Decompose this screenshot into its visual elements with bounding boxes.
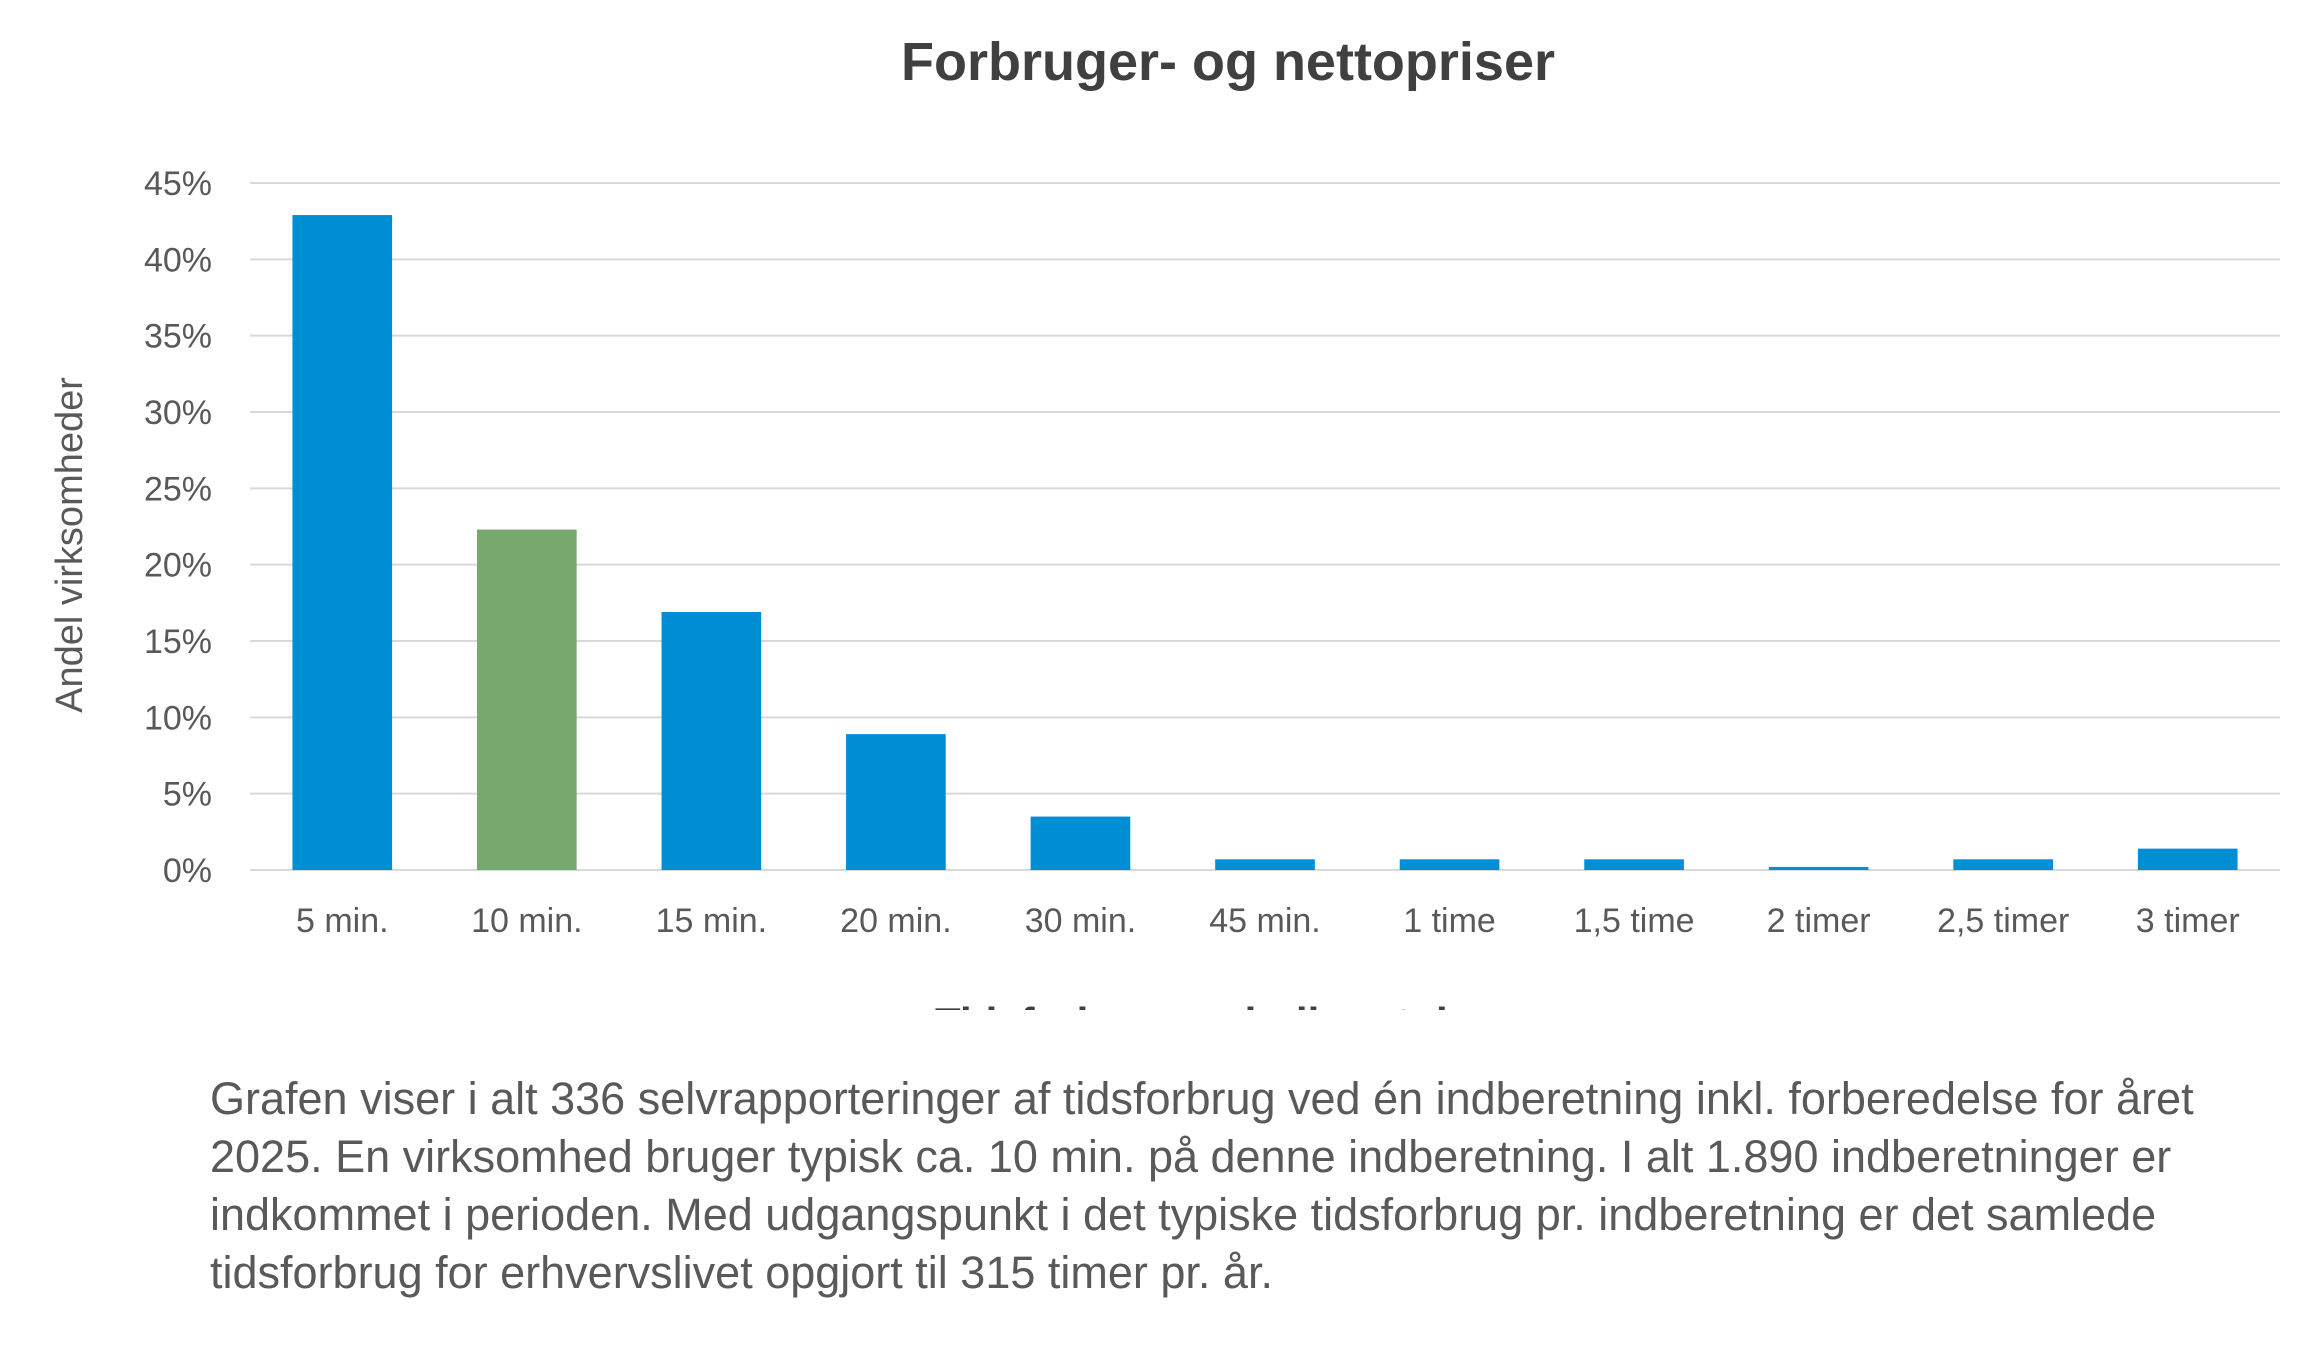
bar-4 (1030, 816, 1131, 870)
bar-6 (1399, 859, 1500, 870)
x-tick-label: 5 min. (296, 902, 389, 940)
x-axis-ticks: 5 min. 10 min. 15 min. 20 min. 30 min. 45 min… (296, 902, 2240, 940)
x-tick-label: 10 min. (471, 902, 583, 940)
y-tick-label: 15% (144, 623, 212, 661)
x-tick-label: 1 time (1403, 902, 1496, 940)
y-tick-label: 0% (163, 852, 212, 890)
bar-3 (846, 734, 946, 870)
y-tick-label: 40% (144, 241, 212, 279)
bar-5 (1215, 859, 1315, 870)
x-tick-label: 1,5 time (1574, 902, 1695, 940)
x-tick-label: 2 timer (1767, 902, 1871, 940)
x-tick-label: 45 min. (1209, 902, 1321, 940)
bar-10 (2137, 848, 2238, 870)
bar-0 (292, 215, 393, 870)
y-axis-ticks: 0% 5% 10% 15% 20% 25% 30% 35% 40% 45% (144, 165, 212, 890)
y-tick-label: 25% (144, 470, 212, 508)
x-axis-label: Tidsforbrug pr. indberetning (935, 999, 1499, 1010)
gridlines (250, 182, 2280, 871)
x-tick-label: 2,5 timer (1937, 902, 2069, 940)
bars (292, 215, 2238, 870)
x-tick-label: 30 min. (1025, 902, 1137, 940)
bar-1 (476, 529, 577, 870)
y-axis-label: Andel virksomheder (49, 377, 91, 713)
bar-2 (661, 611, 762, 870)
y-tick-label: 45% (144, 165, 212, 203)
y-tick-label: 20% (144, 547, 212, 585)
y-tick-label: 35% (144, 318, 212, 356)
chart-title: Forbruger- og nettopriser (901, 32, 1555, 92)
x-tick-label: 15 min. (656, 902, 768, 940)
bar-7 (1584, 859, 1684, 870)
y-tick-label: 10% (144, 699, 212, 737)
chart-caption: Grafen viser i alt 336 selvrapporteringe… (210, 1073, 2194, 1298)
bar-9 (1953, 859, 2054, 870)
bar-8 (1768, 866, 1869, 870)
x-tick-label: 3 timer (2136, 902, 2240, 940)
y-tick-label: 5% (163, 776, 212, 814)
bar-chart: Forbruger- og nettopriser 0% 5% 10% 15% 20% 2… (49, 32, 2280, 1010)
x-tick-label: 20 min. (840, 902, 952, 940)
y-tick-label: 30% (144, 394, 212, 432)
